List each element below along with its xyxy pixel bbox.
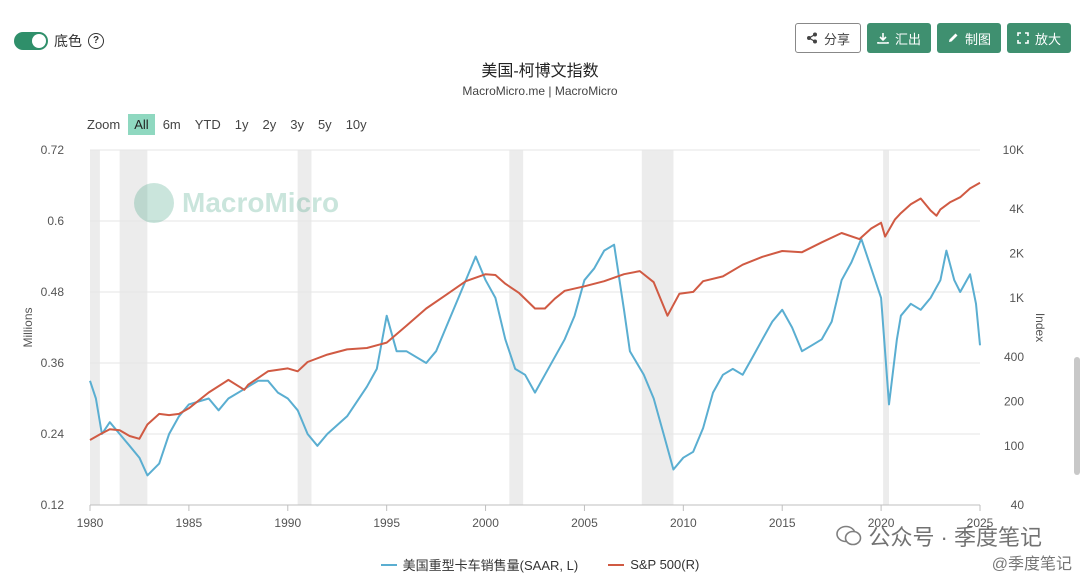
wechat-text: 公众号 · 季度笔记 (868, 525, 1042, 550)
export-button[interactable]: 汇出 (866, 23, 931, 53)
x-tick-label: 2000 (472, 516, 499, 530)
wechat-watermark: 公众号 · 季度笔记 (836, 520, 1042, 552)
recession-band (883, 150, 890, 505)
x-tick-label: 2010 (670, 516, 697, 530)
left-tick-label: 0.72 (41, 143, 65, 157)
recession-band (119, 150, 148, 505)
help-icon[interactable]: ? (88, 33, 104, 49)
right-tick-label: 200 (1004, 395, 1024, 409)
x-tick-label: 1990 (274, 516, 301, 530)
right-tick-label: 100 (1004, 439, 1024, 453)
x-tick-label: 2005 (571, 516, 598, 530)
watermark-text: MacroMicro (182, 187, 340, 218)
wechat-handle: @季度笔记 (991, 556, 1072, 573)
zoom-option-ytd[interactable]: YTD (194, 117, 221, 132)
fullscreen-button[interactable]: 放大 (1006, 23, 1071, 53)
recession-band (509, 150, 524, 505)
left-axis-title: Millions (21, 307, 35, 347)
zoom-option-all[interactable]: All (128, 114, 155, 135)
zoom-label: Zoom (87, 117, 121, 132)
left-tick-label: 0.48 (41, 285, 65, 299)
right-tick-label: 4K (1009, 202, 1024, 216)
toggle-label: 底色 (54, 33, 82, 49)
chart-legend: 美国重型卡车销售量(SAAR, L) S&P 500(R) (0, 555, 1080, 574)
chart-subtitle: MacroMicro.me | MacroMicro (462, 84, 618, 98)
recession-band (641, 150, 674, 505)
left-tick-label: 0.12 (41, 498, 65, 512)
left-tick-label: 0.6 (47, 214, 64, 228)
legend-label-trucks: 美国重型卡车销售量(SAAR, L) (402, 558, 579, 573)
series-line-trucks (89, 237, 981, 477)
right-tick-label: 40 (1011, 498, 1025, 512)
zoom-option-5y[interactable]: 5y (317, 117, 332, 132)
right-axis-title: Index (1033, 313, 1047, 342)
draw-label: 制图 (964, 31, 991, 47)
legend-swatch-sp500 (608, 563, 625, 566)
legend-swatch-trucks (380, 563, 397, 566)
legend-label-sp500: S&P 500(R) (630, 557, 700, 572)
macromicro-logo-icon (134, 183, 174, 223)
x-tick-label: 2015 (769, 516, 796, 530)
zoom-option-10y[interactable]: 10y (345, 117, 367, 132)
draw-button[interactable]: 制图 (936, 23, 1001, 53)
x-tick-label: 1980 (77, 516, 104, 530)
background-toggle[interactable]: 底色 ? (14, 31, 104, 51)
right-tick-label: 10K (1003, 143, 1024, 157)
right-tick-label: 1K (1009, 291, 1024, 305)
chart-toolbar: 分享 汇出 制图 放大 (794, 23, 1071, 53)
x-tick-label: 1985 (176, 516, 203, 530)
zoom-option-2y[interactable]: 2y (262, 117, 277, 132)
macromicro-watermark: MacroMicro (134, 183, 339, 223)
export-label: 汇出 (894, 31, 921, 47)
zoom-option-6m[interactable]: 6m (162, 117, 181, 132)
legend-item-trucks[interactable]: 美国重型卡车销售量(SAAR, L) (380, 555, 579, 574)
legend-item-sp500[interactable]: S&P 500(R) (608, 555, 699, 574)
wechat-icon (836, 525, 862, 546)
x-tick-label: 1995 (373, 516, 400, 530)
chart-title: 美国-柯博文指数 (481, 63, 599, 80)
zoom-option-3y[interactable]: 3y (290, 117, 304, 132)
share-button[interactable]: 分享 (794, 23, 861, 53)
pencil-icon (948, 33, 958, 42)
zoom-option-1y[interactable]: 1y (234, 117, 249, 132)
share-label: 分享 (823, 31, 850, 47)
x-tick-label: 2020 (868, 516, 895, 530)
series-line-sp500 (89, 181, 981, 441)
download-icon (877, 33, 889, 44)
share-icon (806, 32, 817, 44)
toggle-switch[interactable] (14, 32, 48, 50)
fullscreen-label: 放大 (1034, 31, 1061, 47)
expand-icon (1017, 32, 1029, 44)
left-tick-label: 0.36 (41, 356, 65, 370)
right-tick-label: 400 (1004, 350, 1024, 364)
scrollbar-thumb[interactable] (1074, 357, 1080, 475)
right-tick-label: 2K (1009, 246, 1024, 260)
x-tick-label: 2025 (967, 516, 994, 530)
left-tick-label: 0.24 (41, 427, 65, 441)
recession-band (90, 150, 100, 505)
zoom-selector: Zoom All 6m YTD 1y 2y 3y 5y 10y (81, 114, 375, 135)
